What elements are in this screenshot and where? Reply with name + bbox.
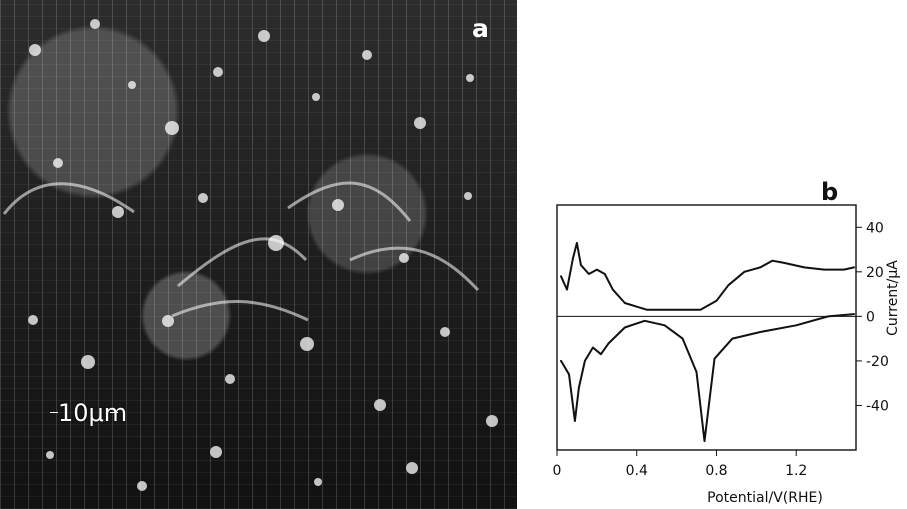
x-tick-label: 0.4 <box>626 463 648 479</box>
scale-bar <box>110 412 118 413</box>
y-tick-label: 40 <box>866 220 884 236</box>
sem-texture <box>0 0 517 509</box>
sem-image-panel-a: a 10μm <box>0 0 517 509</box>
cv-series-line-2 <box>560 313 855 443</box>
panel-a-label: a <box>472 14 489 43</box>
x-tick-label: 0 <box>553 463 562 479</box>
x-tick-label: 1.2 <box>785 463 807 479</box>
scale-bar <box>50 412 58 413</box>
y-tick-label: -20 <box>866 354 889 370</box>
cyclic-voltammogram-chart: 0 0.4 0.8 1.2 40 20 0 -20 -40 Potential/V(RHE) Cur… <box>520 180 907 509</box>
x-axis-title: Potential/V(RHE) <box>707 490 823 506</box>
chart-svg: 0 0.4 0.8 1.2 40 20 0 -20 -40 Potential/V(RHE) Cur… <box>553 204 901 506</box>
y-tick-label: 20 <box>866 265 884 281</box>
scale-bar-label: 10μm <box>58 399 128 427</box>
panel-b-label: b <box>821 178 839 206</box>
y-tick-label: 0 <box>866 309 875 325</box>
plot-frame <box>556 204 857 451</box>
x-tick-label: 0.8 <box>705 463 727 479</box>
cv-series-line-1 <box>560 241 855 311</box>
y-tick-label: -40 <box>866 398 889 414</box>
y-axis-title: Current/μA <box>885 260 901 336</box>
